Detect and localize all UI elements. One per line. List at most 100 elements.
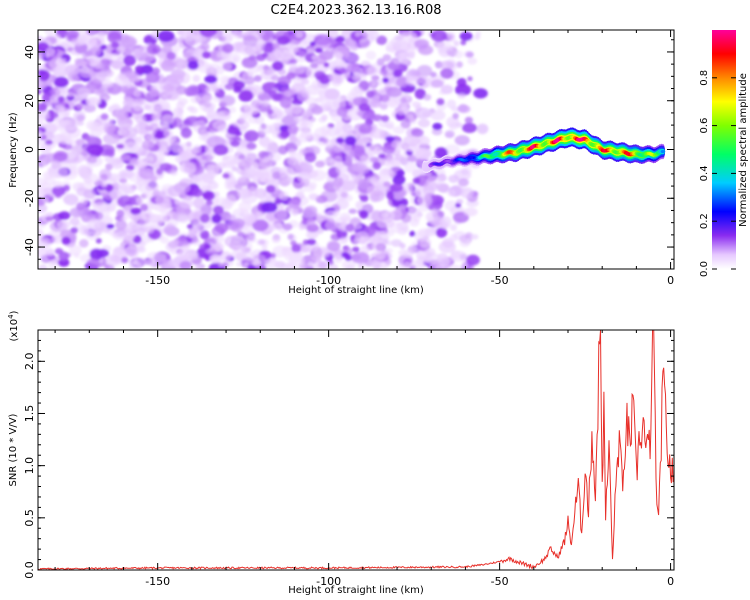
- noise-blob: [87, 218, 100, 230]
- bottom-y-axis: 0.0 0.5 1.0 1.5 2.0: [23, 329, 674, 579]
- noise-blob: [135, 197, 144, 205]
- noise-blob: [414, 146, 421, 152]
- noise-blob: [38, 177, 47, 189]
- noise-blob: [366, 66, 378, 77]
- noise-blob: [166, 51, 176, 60]
- noise-blob: [113, 232, 126, 241]
- noise-blob: [76, 187, 89, 197]
- noise-blob: [222, 155, 230, 161]
- noise-blob: [167, 185, 183, 197]
- noise-blob: [133, 122, 150, 135]
- noise-blob: [444, 130, 455, 139]
- noise-blob: [271, 109, 285, 121]
- noise-blob: [387, 230, 395, 237]
- y-tick-label: 1.5: [23, 405, 36, 423]
- noise-blob: [261, 33, 271, 42]
- noise-blob: [209, 81, 217, 89]
- noise-blob: [399, 31, 418, 43]
- noise-blob: [172, 107, 184, 118]
- noise-blob: [467, 57, 478, 65]
- noise-blob: [438, 46, 453, 58]
- noise-blob: [89, 248, 104, 261]
- y-tick-label: -20: [23, 189, 36, 207]
- noise-blob: [370, 174, 384, 186]
- noise-blob: [462, 122, 477, 134]
- noise-blob: [287, 88, 297, 95]
- noise-blob: [247, 186, 258, 197]
- noise-blob: [195, 46, 202, 52]
- noise-blob: [298, 51, 306, 58]
- noise-blob: [231, 236, 247, 248]
- noise-blob: [424, 247, 436, 257]
- noise-blob: [333, 254, 343, 264]
- noise-blob: [335, 137, 345, 144]
- noise-blob: [453, 230, 467, 241]
- noise-blob: [123, 141, 139, 153]
- noise-blob: [401, 57, 410, 66]
- figure-title: C2E4.2023.362.13.16.R08: [270, 3, 441, 18]
- noise-blob: [96, 32, 106, 41]
- noise-blob: [333, 180, 348, 192]
- noise-blob: [119, 85, 129, 93]
- noise-blob: [70, 227, 79, 234]
- noise-blob: [326, 241, 341, 252]
- noise-blob: [258, 239, 266, 245]
- noise-blob: [186, 85, 200, 97]
- noise-blob: [144, 125, 153, 131]
- noise-blob: [335, 120, 346, 131]
- noise-blob: [243, 252, 256, 262]
- noise-blob: [219, 75, 230, 84]
- noise-blob: [317, 261, 328, 269]
- noise-blob: [105, 163, 113, 171]
- noise-blob: [140, 157, 148, 165]
- noise-blob: [323, 184, 330, 191]
- noise-blob: [417, 118, 431, 128]
- noise-blob: [306, 262, 320, 269]
- noise-blob: [284, 108, 290, 114]
- noise-blob: [460, 168, 469, 175]
- noise-blob: [276, 35, 291, 46]
- noise-blob: [222, 43, 234, 54]
- noise-blob: [315, 134, 330, 146]
- noise-blob: [245, 235, 257, 243]
- noise-blob: [262, 52, 269, 58]
- noise-blob: [286, 72, 297, 80]
- noise-blob: [201, 94, 214, 103]
- noise-blob: [79, 66, 90, 73]
- top-y-axis-label: Frequency (Hz): [8, 112, 19, 188]
- noise-blob: [46, 248, 55, 257]
- noise-blob: [226, 214, 236, 222]
- noise-blob: [102, 80, 114, 88]
- noise-blob: [235, 252, 247, 262]
- noise-blob: [342, 73, 351, 79]
- noise-blob: [109, 189, 122, 200]
- noise-blob: [168, 260, 175, 266]
- noise-blob: [423, 93, 432, 101]
- noise-blob: [264, 257, 278, 269]
- top-y-axis: -40 -20 0 20 40: [23, 39, 674, 260]
- noise-blob: [343, 146, 350, 152]
- noise-blob: [206, 164, 220, 177]
- noise-blob: [92, 201, 110, 213]
- noise-blob: [294, 139, 302, 147]
- noise-blob: [323, 62, 330, 68]
- noise-blob: [134, 49, 144, 59]
- noise-blob: [145, 181, 159, 191]
- noise-blob: [247, 264, 256, 269]
- noise-blob: [146, 44, 161, 55]
- noise-blob: [336, 106, 348, 117]
- noise-blob: [456, 61, 463, 68]
- noise-blob: [418, 203, 430, 212]
- spectrogram-signal-ridge: [422, 127, 666, 174]
- noise-blob: [355, 231, 370, 242]
- noise-blob: [219, 95, 236, 107]
- noise-blob: [64, 64, 81, 75]
- noise-blob: [476, 123, 489, 135]
- noise-blob: [69, 217, 80, 226]
- noise-blob: [456, 77, 467, 87]
- noise-blob: [381, 234, 390, 241]
- noise-blob: [242, 30, 252, 37]
- noise-blob: [216, 51, 228, 59]
- noise-blob: [335, 127, 344, 134]
- noise-blob: [251, 86, 265, 96]
